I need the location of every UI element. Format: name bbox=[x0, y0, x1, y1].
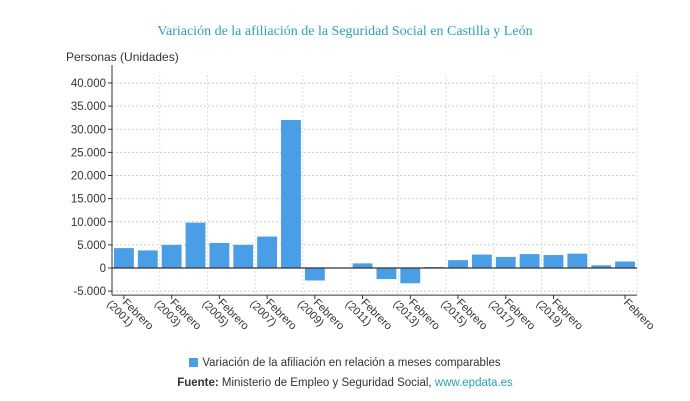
y-tick-label: 10.000 bbox=[71, 217, 106, 229]
bar bbox=[448, 260, 468, 268]
bar bbox=[161, 244, 182, 268]
bar bbox=[137, 250, 158, 268]
bar bbox=[567, 253, 588, 268]
x-tick-label: Febrero(2019) bbox=[534, 290, 585, 341]
x-tick-label: Febrero(2011) bbox=[343, 290, 394, 341]
bar bbox=[471, 254, 492, 268]
x-tick-label: Febrero(2001) bbox=[104, 290, 155, 341]
y-tick-label: 25.000 bbox=[71, 147, 106, 159]
bar bbox=[543, 255, 564, 268]
bar bbox=[209, 243, 230, 268]
legend[interactable]: Variación de la afiliación en relación a… bbox=[0, 357, 690, 369]
y-tick-label: -5.000 bbox=[73, 286, 106, 298]
y-tick-label: 20.000 bbox=[71, 171, 106, 183]
source-text: Ministerio de Empleo y Seguridad Social, bbox=[221, 377, 432, 389]
x-tick-label: Febrero(2017) bbox=[486, 290, 537, 341]
bar bbox=[591, 265, 612, 268]
x-tick-label: Febrero(2013) bbox=[391, 290, 442, 341]
bar bbox=[304, 268, 325, 281]
x-tick-label: Febrero(2005) bbox=[200, 290, 251, 341]
x-tick-label: Febrero(2007) bbox=[247, 290, 298, 341]
chart-title: Variación de la afiliación de la Segurid… bbox=[157, 24, 533, 39]
y-tick-label: 30.000 bbox=[71, 124, 106, 136]
source-link[interactable]: www.epdata.es bbox=[434, 377, 513, 389]
bar bbox=[352, 263, 373, 268]
bar-chart: -5.000 0 5.000 10.000 15.000 20.000 25.000 30.0… bbox=[71, 65, 657, 341]
bar bbox=[495, 256, 516, 268]
legend-label: Variación de la afiliación en relación a… bbox=[202, 357, 501, 369]
bar bbox=[233, 244, 254, 268]
x-tick-label: Febrero(2003) bbox=[152, 290, 203, 341]
bar bbox=[400, 268, 421, 284]
source-label: Fuente: bbox=[177, 377, 219, 389]
x-tick-label: Febrero(2009) bbox=[295, 290, 346, 341]
y-tick-label: 0 bbox=[100, 263, 106, 275]
y-tick-label: 15.000 bbox=[71, 194, 106, 206]
bar bbox=[281, 120, 301, 268]
y-axis-label: Personas (Unidades) bbox=[66, 50, 179, 64]
bar bbox=[519, 254, 540, 268]
legend-swatch bbox=[189, 358, 199, 367]
y-tick-label: 35.000 bbox=[71, 101, 106, 113]
source-line: Fuente: Ministerio de Empleo y Seguridad… bbox=[0, 377, 690, 389]
bar bbox=[615, 261, 635, 268]
bar bbox=[114, 248, 134, 268]
x-tick-label: Febrero bbox=[621, 297, 657, 333]
bar bbox=[185, 222, 206, 268]
y-tick-label: 5.000 bbox=[77, 240, 106, 252]
bar bbox=[257, 236, 278, 268]
y-tick-label: 40.000 bbox=[71, 78, 106, 90]
bar bbox=[376, 268, 397, 280]
x-tick-label: Febrero(2015) bbox=[438, 290, 489, 341]
